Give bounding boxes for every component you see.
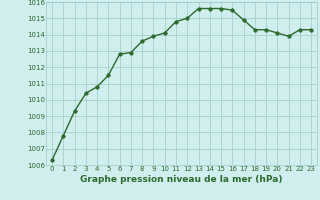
- X-axis label: Graphe pression niveau de la mer (hPa): Graphe pression niveau de la mer (hPa): [80, 175, 283, 184]
